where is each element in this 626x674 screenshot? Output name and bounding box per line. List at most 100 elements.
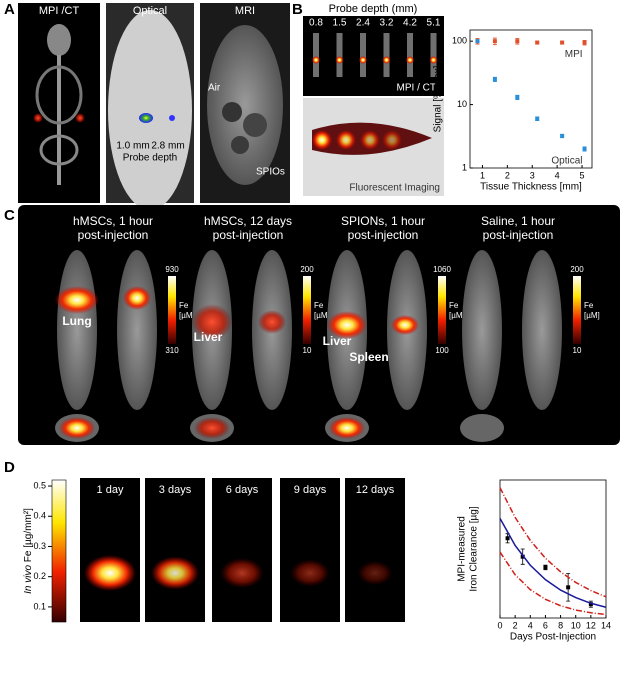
image: [80, 478, 140, 622]
mouse: [108, 10, 192, 210]
point: [560, 133, 565, 138]
point: [505, 536, 510, 541]
organ: [243, 113, 267, 137]
colorbar: [438, 276, 446, 344]
probe-rod: [360, 33, 366, 77]
colorbar-min: 10: [573, 346, 582, 355]
plot-frame: [499, 479, 607, 619]
annotation: 2.8 mm: [151, 141, 184, 152]
colorbar-unit: Fe: [314, 301, 324, 310]
fit-line: [499, 551, 607, 616]
image-title: MRI: [235, 5, 255, 17]
point: [515, 39, 520, 44]
signal: [327, 311, 367, 339]
group-title: post-injection: [348, 228, 419, 242]
colorbar-tick-label: 0.1: [33, 601, 46, 611]
x-tick-label: 0: [497, 620, 502, 630]
caption: Fluorescent Imaging: [349, 183, 440, 194]
colorbar: [168, 276, 176, 344]
x-tick-label: 12: [586, 620, 596, 630]
image: [280, 478, 340, 622]
probe-rod: [313, 33, 319, 77]
x-tick-label: 5: [580, 170, 585, 180]
point: [582, 146, 587, 151]
point: [566, 585, 571, 590]
mpi-spot: [335, 56, 344, 64]
probe-rod: [430, 33, 437, 77]
slice-signal: [194, 417, 230, 439]
x-axis-label: Days Post-Injection: [510, 632, 596, 643]
spot: [169, 115, 175, 121]
colorbar: [573, 276, 581, 344]
series-label: Optical: [551, 156, 582, 167]
y-tick-label: 1: [462, 162, 467, 172]
mpi-spot: [359, 56, 367, 64]
organ-label: Lung: [62, 314, 91, 328]
x-tick-label: 3: [530, 170, 535, 180]
probe-rod: [383, 33, 390, 77]
image: [345, 478, 405, 622]
caption: MPI / CT: [397, 83, 436, 94]
x-tick-label: 10: [571, 620, 581, 630]
group-title: SPIONs, 1 hour: [341, 214, 425, 228]
colorbar-max: 200: [300, 265, 314, 274]
signal: [151, 556, 199, 590]
signal: [123, 286, 151, 310]
colorbar-max: 930: [165, 265, 179, 274]
depth-label: 4.2: [403, 18, 417, 29]
signal: [391, 315, 419, 335]
point: [535, 116, 540, 121]
slice-signal: [329, 417, 365, 439]
slice-signal: [59, 417, 95, 439]
mpi-spot: [312, 56, 320, 64]
pelvis: [39, 134, 79, 166]
colorbar-unit: Fe: [584, 301, 594, 310]
annotation: Probe depth: [123, 153, 178, 164]
colorbar-tick-label: 0.5: [33, 480, 46, 490]
y-tick-label: 10: [457, 99, 467, 109]
group-title: post-injection: [213, 228, 284, 242]
point: [492, 77, 497, 82]
mouse-ct: [522, 250, 562, 410]
x-tick-label: 8: [558, 620, 563, 630]
plot-frame: [469, 29, 593, 169]
colorbar-max: 1060: [433, 265, 451, 274]
x-tick-label: 4: [528, 620, 533, 630]
mpi-spot: [382, 56, 391, 64]
signal: [192, 304, 232, 340]
depth-label: 0.8: [309, 18, 323, 29]
colorbar-unit: [µM]: [584, 311, 600, 320]
slice: [460, 414, 504, 442]
colorbar-min: 310: [165, 346, 179, 355]
colorbar-tick-label: 0.2: [33, 571, 46, 581]
mouse-ct: [57, 250, 97, 410]
fluor-spot: [382, 130, 402, 150]
signal: [357, 560, 393, 586]
hotspot: [75, 113, 85, 123]
ribs: [35, 65, 83, 125]
y-axis-label: Iron Clearance [µg]: [469, 506, 480, 591]
mpi-spot: [429, 56, 438, 64]
signal: [220, 557, 264, 589]
point: [560, 40, 565, 45]
colorbar-unit: [µM]: [449, 311, 465, 320]
point: [475, 39, 480, 44]
organ-label: Liver: [194, 330, 223, 344]
colorbar-max: 200: [570, 265, 584, 274]
colorbar-tick-label: 0.4: [33, 511, 46, 521]
skull: [47, 24, 71, 56]
x-tick-label: 1: [480, 170, 485, 180]
image: [145, 478, 205, 622]
fluor-spot: [360, 130, 380, 150]
probe-rod: [407, 33, 413, 77]
day-label: 3 days: [159, 484, 192, 496]
x-tick-label: 4: [555, 170, 560, 180]
y-axis-label: MPI-measured: [457, 516, 468, 582]
annotation: Air: [208, 83, 221, 94]
colorbar-unit: Fe: [179, 301, 189, 310]
colorbar-unit: [µM]: [179, 311, 195, 320]
image: [303, 16, 444, 96]
fluor-spot: [336, 130, 356, 150]
